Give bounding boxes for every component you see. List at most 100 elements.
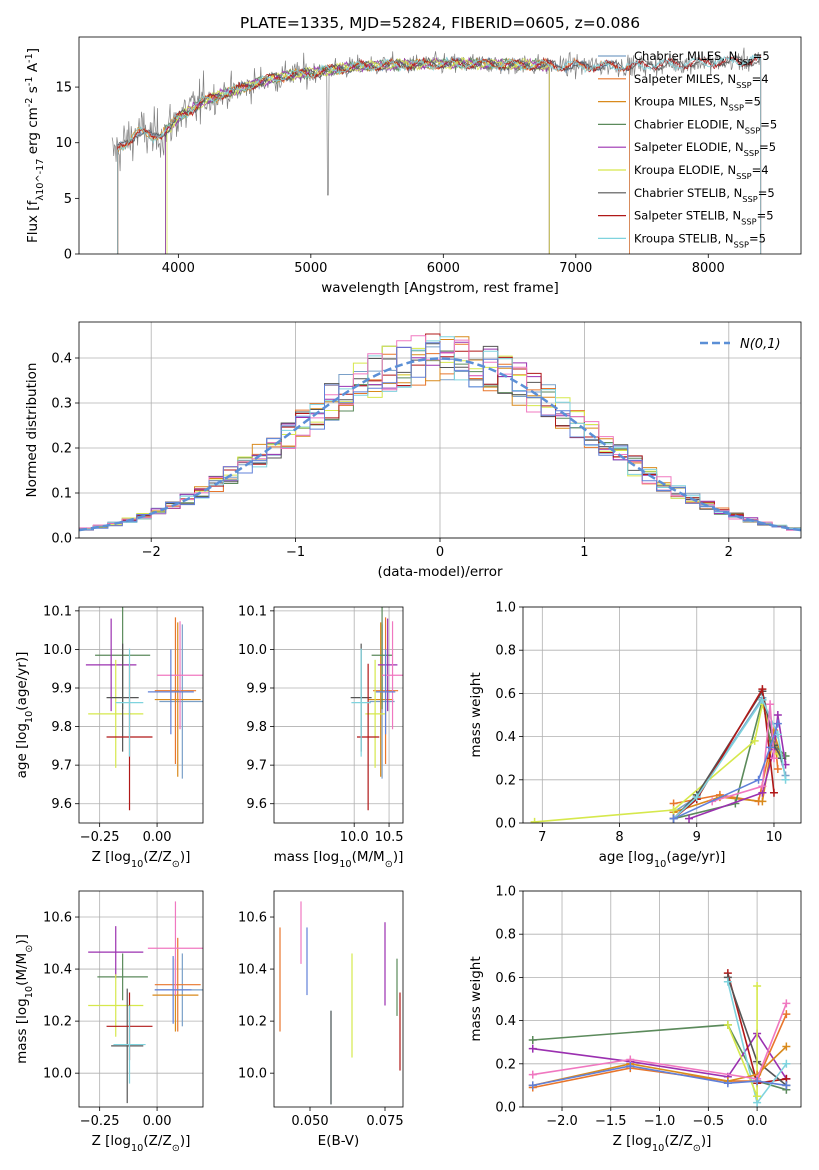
y-tick-label: 15 bbox=[55, 81, 72, 96]
y-tick-label: 0.2 bbox=[495, 1057, 516, 1072]
y-tick-label: 0.4 bbox=[495, 730, 516, 745]
y-tick-label: 1.0 bbox=[495, 885, 516, 900]
y-tick-label: 9.8 bbox=[51, 720, 72, 735]
x-tick-label: −1 bbox=[286, 545, 305, 560]
point-extra-blue bbox=[147, 649, 194, 735]
series-marker bbox=[782, 1010, 791, 1019]
y-tick-label: 10.2 bbox=[238, 1015, 267, 1030]
point-salpeter-elodie bbox=[88, 926, 144, 979]
series-marker bbox=[758, 797, 767, 806]
x-tick-label: −0.25 bbox=[80, 1114, 120, 1129]
series-marker bbox=[669, 806, 678, 815]
legend-entry-kroupa-stelib: Kroupa STELIB, NSSP=5 bbox=[634, 231, 766, 249]
mass-vs-extinction-panel: 0.050 0.075 10.0 10.2 10.4 10.6 E(B-V) bbox=[238, 890, 404, 1149]
x-tick-label: 5000 bbox=[294, 261, 327, 276]
x-tick-label: −0.25 bbox=[80, 830, 120, 845]
y-tick-label: 0.8 bbox=[495, 928, 516, 943]
histogram-extra-blue bbox=[79, 342, 801, 531]
x-tick-label: −0.5 bbox=[693, 1114, 725, 1129]
x-tick-label: 4000 bbox=[162, 261, 195, 276]
series-marker bbox=[758, 685, 767, 694]
series-marker bbox=[753, 982, 762, 991]
legend-entry-chabrier-elodie: Chabrier ELODIE, NSSP=5 bbox=[634, 117, 777, 135]
series-marker bbox=[782, 999, 791, 1008]
series-marker bbox=[723, 1079, 732, 1088]
plot-area bbox=[279, 901, 401, 1105]
x-tick-label: 7000 bbox=[559, 261, 592, 276]
series-marker bbox=[685, 814, 694, 823]
series-marker bbox=[766, 743, 775, 752]
series-marker bbox=[530, 817, 539, 823]
axes-frame bbox=[522, 890, 802, 1108]
x-tick-label: 8000 bbox=[692, 261, 725, 276]
x-tick-label: 0 bbox=[436, 545, 444, 560]
point-salpeter-elodie bbox=[377, 618, 398, 712]
weight-vs-metallicity-panel: −2.0 −1.5 −1.0 −0.5 0.0 0.0 0.2 0.4 0.6 0.8 1.0 Z [… bbox=[468, 885, 802, 1154]
x-tick-label: 2 bbox=[725, 545, 733, 560]
point-salpeter-miles bbox=[154, 617, 197, 764]
series-marker bbox=[754, 775, 763, 784]
y-tick-label: 0.6 bbox=[495, 687, 516, 702]
axes-frame bbox=[78, 321, 802, 539]
y-axis-label: mass weight bbox=[468, 672, 484, 757]
y-tick-label: 0.0 bbox=[51, 532, 72, 547]
series-marker bbox=[773, 730, 782, 739]
y-tick-label: 10.4 bbox=[43, 963, 72, 978]
series-kroupa-elodie bbox=[723, 982, 762, 1101]
y-tick-label: 9.9 bbox=[51, 682, 72, 697]
x-tick-label: 0.075 bbox=[366, 1114, 403, 1129]
point-chabrier-miles bbox=[159, 624, 203, 779]
legend-entry-kroupa-miles: Kroupa MILES, NSSP=5 bbox=[634, 95, 761, 113]
x-tick-label: 0.00 bbox=[143, 830, 172, 845]
plot-area bbox=[530, 685, 790, 823]
series-kroupa-stelib bbox=[723, 977, 791, 1107]
y-tick-label: 10.1 bbox=[43, 604, 72, 619]
plot-area bbox=[111, 47, 762, 254]
y-tick-label: 0.2 bbox=[51, 442, 72, 457]
axes-frame bbox=[78, 890, 204, 1108]
y-axis-label: mass weight bbox=[468, 956, 484, 1041]
series-marker bbox=[773, 765, 782, 773]
series-marker bbox=[769, 754, 778, 763]
series-marker bbox=[769, 788, 778, 797]
series-extra-blue bbox=[669, 719, 782, 823]
y-tick-label: 10.0 bbox=[43, 643, 72, 658]
spectrum-legend: Chabrier MILES, NSSP=5 Salpeter MILES, NS… bbox=[598, 49, 777, 249]
point-extra-blue bbox=[154, 956, 192, 1024]
x-tick-label: 9 bbox=[693, 830, 701, 845]
point-kroupa-miles bbox=[368, 622, 394, 777]
y-tick-label: 10.0 bbox=[43, 1067, 72, 1082]
legend-entry-chabrier-miles: Chabrier MILES, NSSP=5 bbox=[634, 49, 770, 67]
x-axis-label: Z [log10(Z/Z⊙)] bbox=[613, 1133, 712, 1154]
point-extra-pink bbox=[157, 621, 203, 730]
series-marker bbox=[528, 1081, 537, 1090]
y-tick-label: 0 bbox=[64, 248, 72, 263]
y-tick-label: 10.6 bbox=[43, 911, 72, 926]
point-extra-pink bbox=[147, 901, 203, 996]
point-kroupa-stelib bbox=[351, 648, 371, 757]
point-chabrier-stelib bbox=[111, 988, 144, 1104]
point-salpeter-elodie bbox=[85, 618, 137, 712]
series-marker bbox=[669, 814, 678, 823]
x-axis-label: mass [log10(M/M⊙)] bbox=[274, 849, 404, 870]
age-vs-metallicity-panel: −0.25 0.00 9.6 9.7 9.8 9.9 10.0 10.1 Z [log10(Z/… bbox=[14, 604, 204, 870]
y-tick-label: 0.8 bbox=[495, 644, 516, 659]
series-marker bbox=[782, 1042, 791, 1051]
y-tick-label: 0.6 bbox=[495, 971, 516, 986]
y-axis-label: mass [log10(M/M⊙)] bbox=[14, 934, 35, 1064]
point-kroupa-stelib bbox=[113, 1005, 146, 1084]
x-tick-label: 0.050 bbox=[291, 1114, 328, 1129]
series-marker bbox=[782, 1081, 791, 1090]
x-tick-label: −1.5 bbox=[595, 1114, 627, 1129]
y-tick-label: 0.2 bbox=[495, 773, 516, 788]
point-kroupa-elodie bbox=[88, 659, 144, 768]
y-tick-label: 10.1 bbox=[238, 604, 267, 619]
series-marker bbox=[528, 1044, 537, 1053]
y-tick-label: 9.9 bbox=[246, 682, 267, 697]
y-tick-label: 0.4 bbox=[495, 1014, 516, 1029]
y-axis-label: Normed distribution bbox=[24, 363, 40, 498]
y-tick-label: 0.0 bbox=[495, 817, 516, 832]
model-line-kroupa-stelib bbox=[117, 54, 762, 254]
x-axis-label: Z [log10(Z/Z⊙)] bbox=[92, 849, 191, 870]
